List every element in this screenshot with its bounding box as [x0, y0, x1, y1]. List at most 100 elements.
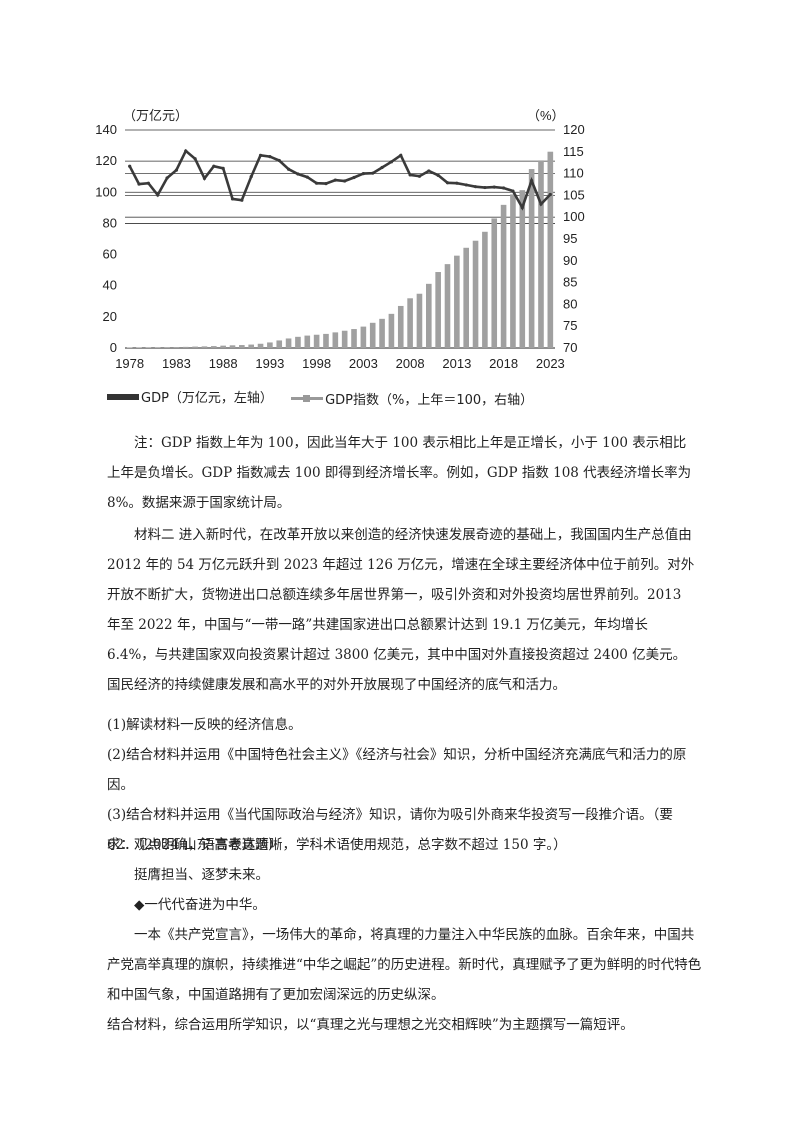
legend-index: GDP指数（%，上年＝100，右轴） [325, 392, 534, 408]
x-tick-1993: 1993 [255, 356, 284, 371]
gdp-index-point-1978 [128, 164, 132, 168]
gdp-index-point-1985 [193, 157, 197, 161]
gdp-bar-2015 [472, 240, 479, 348]
x-tick-1978: 1978 [115, 356, 144, 371]
gdp-index-point-1980 [146, 181, 150, 185]
note-text: 注：GDP 指数上年为 100，因此当年大于 100 表示相比上年是正增长，小于… [107, 435, 692, 511]
index-legend-swatch [291, 394, 324, 402]
left-axis-label: （万亿元） [123, 108, 188, 123]
left-tick-60: 60 [103, 247, 117, 262]
q62-task: 结合材料，综合运用所学知识，以“真理之光与理想之光交相辉映”为主题撰写一篇短评。 [107, 1017, 634, 1033]
gdp-index-point-1998 [315, 181, 319, 185]
gdp-index-point-1994 [277, 158, 281, 163]
x-axis-ticks: 1978 1983 1988 1993 1998 2003 2008 2013 2018 2023 [115, 356, 565, 371]
x-tick-2003: 2003 [349, 356, 378, 371]
x-tick-1998: 1998 [302, 356, 331, 371]
gdp-index-point-1986 [202, 176, 207, 180]
gdp-index-point-2015 [473, 185, 478, 189]
gdp-bar-1979 [136, 347, 142, 348]
gdp-index-point-1988 [221, 166, 225, 170]
q62-line1: 挺膺担当、逐梦未来。 [134, 867, 269, 883]
gdp-bar-2011 [435, 272, 441, 348]
gdp-index-point-2010 [427, 169, 431, 173]
gdp-bar-1996 [295, 336, 301, 348]
x-tick-2023: 2023 [536, 356, 565, 371]
gdp-index-point-1995 [286, 167, 291, 171]
gdp-index-point-1997 [305, 175, 309, 179]
left-tick-0: 0 [110, 340, 117, 355]
gdp-bar-2005 [379, 318, 385, 348]
questions: (1)解读材料一反映的经济信息。 (2)结合材料并运用《中国特色社会主义》《经济… [107, 710, 697, 860]
gdp-index-point-2018 [501, 186, 506, 190]
gdp-bar-1980 [145, 347, 152, 348]
gdp-bar-1990 [239, 345, 245, 348]
gdp-index-point-1993 [268, 154, 272, 159]
gdp-index-point-2004 [371, 171, 375, 175]
right-tick-95: 95 [563, 231, 577, 246]
question-1: (1)解读材料一反映的经济信息。 [107, 717, 302, 733]
gdp-index-point-1979 [137, 182, 141, 186]
gdp-index-point-2022 [539, 202, 543, 206]
right-axis-label: （%） [527, 108, 565, 123]
gdp-index-point-2019 [511, 189, 515, 193]
gdp-bar-2021 [528, 169, 535, 348]
right-tick-80: 80 [563, 296, 577, 311]
gdp-index-point-2016 [483, 185, 487, 190]
right-axis-ticks: 120 115 110 105 100 95 90 85 80 75 70 [563, 122, 585, 355]
question-2: (2)结合材料并运用《中国特色社会主义》《经济与社会》知识，分析中国经济充满底气… [107, 747, 687, 793]
gdp-bar-1994 [276, 340, 283, 348]
gdp-bar-1981 [154, 347, 161, 348]
gdp-index-point-2011 [436, 173, 440, 177]
gdp-index-point-2002 [352, 175, 356, 180]
right-tick-105: 105 [563, 187, 585, 202]
gdp-index-point-2005 [380, 165, 384, 170]
gdp-index-point-1996 [296, 172, 300, 176]
gdp-index-point-1992 [258, 153, 263, 157]
gdp-bar-1992 [257, 343, 264, 348]
right-tick-120: 120 [563, 122, 585, 137]
gdp-bar-2002 [351, 329, 357, 348]
question-62: 62．（2024·山东·高考真题） 挺膺担当、逐梦未来。 ◆一代代奋进为中华。 … [107, 830, 707, 1040]
gdp-bar-2010 [426, 283, 432, 348]
left-axis-ticks: 140 120 100 80 60 40 20 0 [95, 122, 117, 355]
gdp-bar-1985 [192, 346, 198, 348]
gdp-index-point-2001 [343, 179, 347, 183]
chart-legend: GDP（万亿元，左轴） GDP指数（%，上年＝100，右轴） [107, 387, 547, 408]
gdp-index-point-2020 [520, 206, 524, 210]
left-tick-80: 80 [103, 215, 117, 230]
gdp-bar-1982 [164, 347, 170, 348]
x-tick-1983: 1983 [162, 356, 191, 371]
left-tick-20: 20 [103, 309, 117, 324]
gdp-bar-2016 [482, 231, 488, 348]
right-tick-75: 75 [563, 318, 577, 333]
gdp-index-point-2014 [464, 183, 468, 187]
x-tick-2018: 2018 [489, 356, 518, 371]
gdp-bar-1984 [182, 346, 189, 348]
gdp-bar-2003 [360, 326, 367, 348]
gdp-index-point-1990 [240, 198, 244, 202]
left-tick-100: 100 [95, 184, 117, 199]
gdp-bar-2017 [491, 218, 498, 348]
legend-gdp: GDP（万亿元，左轴） [141, 391, 273, 406]
gdp-bar-2020 [519, 190, 526, 348]
gdp-bar-2006 [388, 313, 395, 348]
gdp-bar-1991 [248, 344, 254, 348]
gdp-bar-1998 [313, 334, 320, 348]
grid-lines [125, 129, 555, 349]
q62-line2: ◆一代代奋进为中华。 [134, 897, 266, 913]
gdp-legend-swatch [107, 393, 139, 400]
gdp-index-line [128, 148, 552, 211]
gdp-bar-1983 [173, 347, 180, 348]
gdp-bar-2018 [500, 204, 507, 348]
gdp-index-point-1987 [212, 164, 216, 168]
gdp-index-point-1984 [184, 149, 188, 153]
question-3: (3)结合材料并运用《当代国际政治与经济》知识，请你为吸引外商来华投资写一段推介… [107, 807, 673, 853]
x-tick-2013: 2013 [442, 356, 471, 371]
q62-header: 62．（2024·山东·高考真题） [107, 837, 282, 853]
gdp-bar-2012 [444, 264, 451, 348]
right-tick-90: 90 [563, 253, 577, 268]
x-tick-2008: 2008 [396, 356, 425, 371]
gdp-bar-1993 [267, 342, 273, 348]
gdp-bar-1999 [323, 333, 329, 348]
gdp-index-point-1999 [324, 182, 328, 186]
